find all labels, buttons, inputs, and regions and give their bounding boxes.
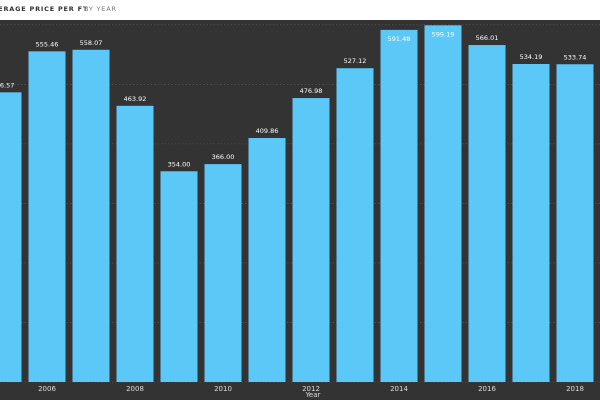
x-axis-title: Year: [305, 391, 321, 399]
data-label: 534.19: [520, 53, 543, 61]
x-tick-label: 2010: [214, 385, 232, 393]
x-tick-label: 2018: [566, 385, 584, 393]
data-label: 527.12: [344, 57, 367, 65]
bar: [160, 171, 198, 382]
data-label: 366.00: [212, 153, 235, 161]
data-label: 476.98: [300, 87, 323, 95]
bar: [116, 105, 154, 382]
x-tick-label: 2014: [390, 385, 408, 393]
data-label: 555.46: [36, 40, 59, 48]
data-label: 566.01: [476, 34, 499, 42]
bar: [424, 25, 462, 382]
x-tick-label: 2016: [478, 385, 496, 393]
data-label: 486.57: [0, 81, 14, 89]
data-label: 599.19: [432, 30, 455, 38]
data-label: 533.74: [564, 53, 587, 61]
x-tick-label: 2006: [38, 385, 56, 393]
chart-title: AVERAGE PRICE PER FT: [0, 5, 88, 13]
chart-subtitle: BY YEAR: [84, 5, 117, 13]
bar: [556, 64, 594, 382]
bar: [28, 51, 66, 382]
data-label: 354.00: [168, 160, 191, 168]
data-label: 463.92: [124, 95, 147, 103]
x-tick-label: 2012: [302, 385, 320, 393]
bar: [248, 138, 286, 382]
bar: [292, 98, 330, 382]
bar: [0, 92, 22, 382]
bar: [468, 45, 506, 382]
bar: [380, 29, 418, 383]
header-bar: [0, 0, 600, 20]
bar: [336, 68, 374, 382]
data-label: 591.48: [388, 35, 411, 43]
bar: [72, 49, 110, 382]
bar: [512, 63, 550, 382]
bar: [204, 164, 242, 382]
data-label: 409.86: [256, 127, 279, 135]
x-tick-label: 2008: [126, 385, 144, 393]
data-label: 558.07: [80, 39, 103, 47]
